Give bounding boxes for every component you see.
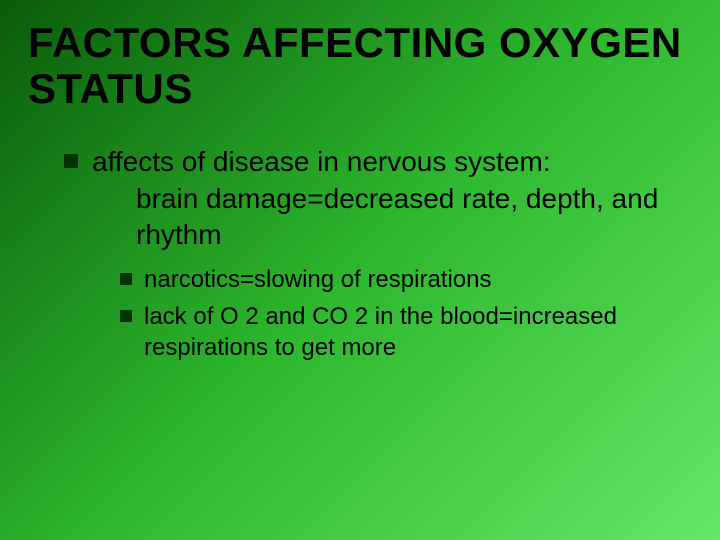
outer-bullet-text-line2: brain damage=decreased rate, depth, and … — [136, 183, 658, 250]
inner-bullet-list: narcotics=slowing of respirations lack o… — [92, 264, 692, 364]
inner-bullet-item: lack of O 2 and CO 2 in the blood=increa… — [120, 301, 692, 363]
outer-bullet-item: affects of disease in nervous system: br… — [64, 144, 692, 363]
outer-bullet-continuation: brain damage=decreased rate, depth, and … — [92, 181, 692, 254]
slide-title: FACTORS AFFECTING OXYGEN STATUS — [28, 20, 692, 112]
outer-bullet-list: affects of disease in nervous system: br… — [28, 144, 692, 363]
inner-bullet-text: lack of O 2 and CO 2 in the blood=increa… — [144, 303, 617, 361]
slide: FACTORS AFFECTING OXYGEN STATUS affects … — [0, 0, 720, 540]
inner-bullet-item: narcotics=slowing of respirations — [120, 264, 692, 295]
outer-bullet-text-line1: affects of disease in nervous system: — [92, 146, 551, 177]
inner-bullet-text: narcotics=slowing of respirations — [144, 266, 492, 293]
